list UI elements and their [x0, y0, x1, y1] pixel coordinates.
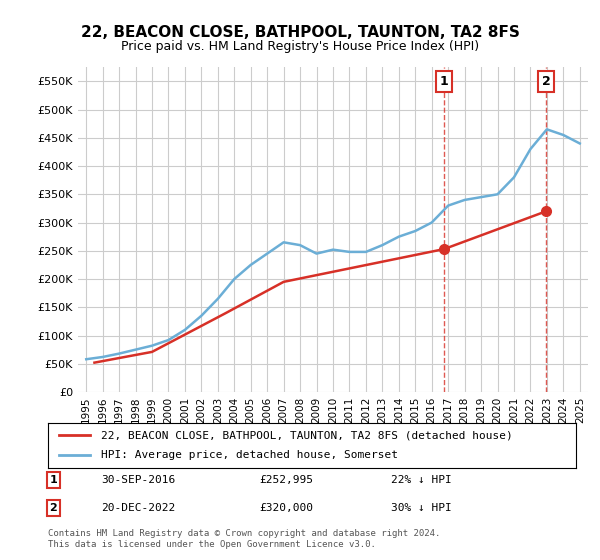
Text: 22% ↓ HPI: 22% ↓ HPI: [391, 475, 452, 485]
Text: 30-SEP-2016: 30-SEP-2016: [101, 475, 175, 485]
Text: HPI: Average price, detached house, Somerset: HPI: Average price, detached house, Some…: [101, 450, 398, 460]
Text: £320,000: £320,000: [259, 503, 313, 513]
Text: 2: 2: [542, 75, 551, 88]
Text: Contains HM Land Registry data © Crown copyright and database right 2024.
This d: Contains HM Land Registry data © Crown c…: [48, 529, 440, 549]
Text: 1: 1: [49, 475, 57, 485]
Text: 1: 1: [440, 75, 448, 88]
Text: £252,995: £252,995: [259, 475, 313, 485]
Text: 2: 2: [49, 503, 57, 513]
Text: 30% ↓ HPI: 30% ↓ HPI: [391, 503, 452, 513]
Text: Price paid vs. HM Land Registry's House Price Index (HPI): Price paid vs. HM Land Registry's House …: [121, 40, 479, 53]
Text: 22, BEACON CLOSE, BATHPOOL, TAUNTON, TA2 8FS: 22, BEACON CLOSE, BATHPOOL, TAUNTON, TA2…: [80, 25, 520, 40]
Text: 22, BEACON CLOSE, BATHPOOL, TAUNTON, TA2 8FS (detached house): 22, BEACON CLOSE, BATHPOOL, TAUNTON, TA2…: [101, 430, 512, 440]
Text: 20-DEC-2022: 20-DEC-2022: [101, 503, 175, 513]
